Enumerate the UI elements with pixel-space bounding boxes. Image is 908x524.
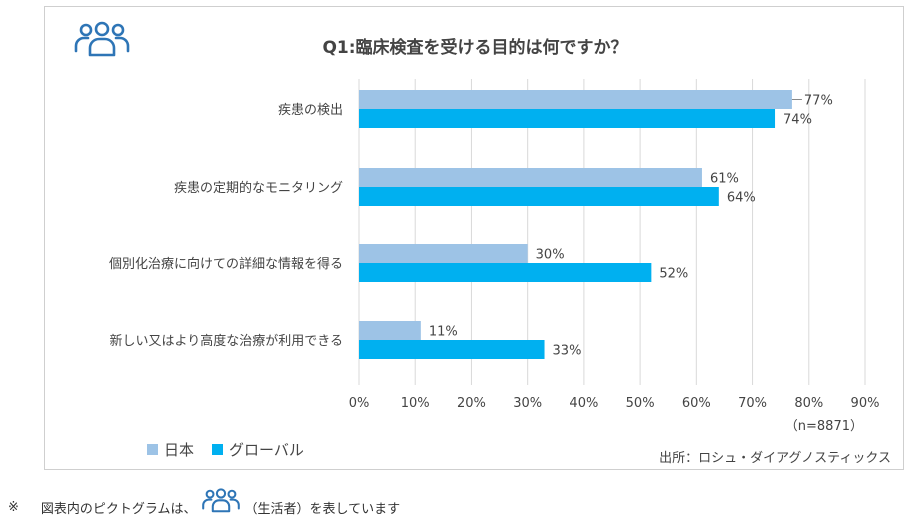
footnote-mark: ※ — [8, 500, 19, 515]
legend-swatch-global — [212, 444, 224, 455]
bar-japan — [359, 321, 421, 340]
x-tick-label: 40% — [569, 396, 598, 411]
data-label-global: 33% — [553, 344, 582, 359]
legend-swatch-japan — [147, 444, 158, 455]
people-icon — [74, 21, 130, 57]
category-label: 個別化治療に向けての詳細な情報を得る — [109, 256, 343, 272]
x-tick-label: 10% — [401, 396, 430, 411]
x-tick-label: 0% — [349, 396, 370, 411]
data-label-japan: 11% — [429, 325, 458, 340]
data-label-global: 74% — [783, 113, 812, 128]
data-label-global: 64% — [727, 191, 756, 206]
bar-global — [359, 263, 652, 282]
data-label-japan: 61% — [710, 172, 739, 187]
footnote: ※ 図表内のピクトグラムは、 （生活者）を表しています — [8, 487, 401, 517]
footnote-text-before: 図表内のピクトグラムは、 — [40, 502, 197, 517]
legend-item-global: グローバル — [212, 439, 304, 460]
bar-global — [359, 109, 776, 128]
source-label: 出所：ロシュ・ダイアグノスティックス — [659, 451, 891, 466]
people-icon — [201, 487, 240, 512]
x-tick-label: 80% — [794, 396, 823, 411]
bar-chart: 0% 10% 20% 30% 40% 50% 60% 70% 80% 90% 疾患の検出 77% 74%… — [109, 79, 880, 411]
legend-label-japan: 日本 — [164, 441, 195, 459]
legend-item-japan: 日本 — [147, 439, 194, 460]
bar-japan — [359, 90, 792, 109]
bar-global — [359, 340, 545, 359]
x-tick-label: 60% — [682, 396, 711, 411]
data-label-global: 52% — [659, 267, 688, 282]
legend: 日本 グローバル — [147, 439, 304, 460]
data-label-japan: 30% — [536, 248, 565, 263]
category-label: 新しい又はより高度な治療が利用できる — [110, 333, 343, 349]
legend-label-global: グローバル — [229, 441, 304, 459]
x-tick-label: 90% — [851, 396, 880, 411]
x-tick-label: 30% — [513, 396, 542, 411]
x-tick-label: 50% — [626, 396, 655, 411]
chart-frame: Q1:臨床検査を受ける目的は何ですか？ 0% 10% 20% 30% 40% 50% 60%… — [44, 6, 904, 470]
x-tick-label: 70% — [738, 396, 767, 411]
category-label: 疾患の定期的なモニタリング — [174, 180, 343, 196]
bar-japan — [359, 244, 528, 263]
bar-global — [359, 187, 719, 206]
chart-title: Q1:臨床検査を受ける目的は何ですか？ — [322, 38, 628, 58]
footnote-text-after: （生活者）を表しています — [244, 502, 401, 517]
sample-size-label: （n=8871） — [784, 419, 863, 434]
bar-japan — [359, 168, 702, 187]
data-label-japan: 77% — [804, 94, 833, 109]
category-label: 疾患の検出 — [278, 103, 343, 118]
x-tick-label: 20% — [457, 396, 486, 411]
